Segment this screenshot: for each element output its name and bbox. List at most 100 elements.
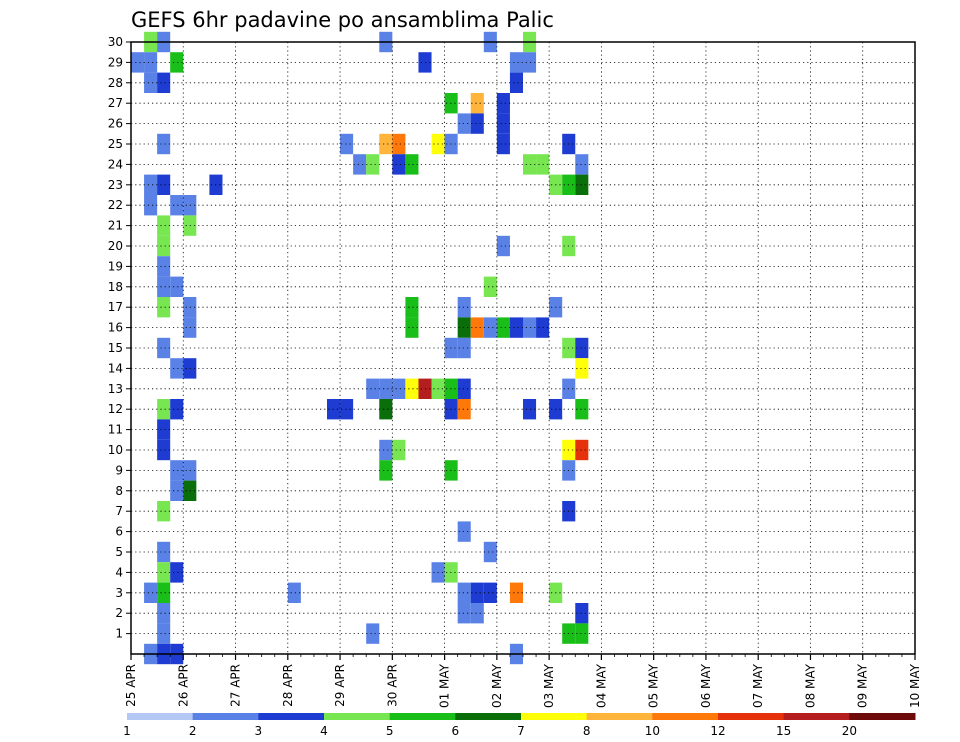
colorbar-swatch [521, 713, 588, 720]
heatmap-cell [457, 399, 471, 420]
heatmap-cell [340, 399, 354, 420]
x-tick-label: 04 MAY [594, 663, 608, 708]
heatmap-cell [496, 317, 510, 338]
heatmap-cell [405, 297, 419, 318]
heatmap-cell [157, 439, 171, 461]
heatmap-cell [157, 276, 171, 297]
heatmap-cell [457, 603, 471, 624]
y-tick-label: 9 [115, 463, 123, 477]
heatmap-cell [366, 623, 380, 644]
heatmap-cell [379, 133, 393, 155]
y-tick-label: 16 [108, 321, 123, 335]
heatmap-cell [457, 521, 471, 542]
heatmap-cell [405, 317, 419, 338]
heatmap-cell [144, 72, 158, 93]
colorbar-swatch [389, 713, 456, 720]
y-tick-label: 5 [115, 545, 123, 559]
heatmap-cell [170, 358, 184, 379]
heatmap-cell [392, 133, 406, 155]
heatmap-cell [575, 399, 589, 420]
x-tick-label: 29 APR [333, 664, 347, 707]
heatmap-cell [523, 317, 537, 338]
colorbar-swatch [586, 713, 653, 720]
heatmap-cell [157, 419, 171, 440]
colorbar-label: 15 [776, 724, 791, 738]
x-tick-label: 25 APR [124, 664, 138, 707]
x-tick-label: 08 MAY [803, 663, 817, 708]
heatmap-cell [575, 154, 589, 175]
heatmap-cell [157, 562, 171, 583]
y-tick-label: 4 [115, 565, 123, 579]
colorbar-swatch [192, 713, 259, 720]
x-tick-label: 02 MAY [490, 663, 504, 708]
y-tick-label: 22 [108, 198, 123, 212]
y-tick-label: 30 [108, 35, 123, 49]
heatmap-cell [509, 317, 523, 338]
x-tick-label: 28 APR [281, 664, 295, 707]
heatmap-cell [496, 93, 510, 114]
y-tick-label: 20 [108, 239, 123, 253]
heatmap-cell [457, 582, 471, 603]
x-tick-label: 03 MAY [542, 663, 556, 708]
heatmap-cell [144, 582, 158, 603]
heatmap-cell [392, 378, 406, 399]
heatmap-cell [157, 582, 171, 603]
y-tick-label: 8 [115, 484, 123, 498]
x-tick-label: 01 MAY [438, 663, 452, 708]
colorbar-label: 1 [123, 724, 131, 738]
heatmap-cell [157, 541, 171, 563]
heatmap-cell [509, 582, 523, 603]
x-tick-label: 30 APR [385, 664, 399, 707]
chart-title: GEFS 6hr padavine po ansamblima Palic [131, 8, 554, 32]
colorbar-swatch [455, 713, 522, 720]
colorbar-label: 20 [842, 724, 857, 738]
heatmap-cell [157, 215, 171, 236]
colorbar-label: 2 [189, 724, 197, 738]
colorbar-label: 7 [517, 724, 525, 738]
heatmap-cell [170, 562, 184, 583]
y-tick-label: 10 [108, 443, 123, 457]
heatmap-cell [496, 113, 510, 134]
colorbar-label: 8 [583, 724, 591, 738]
heatmap-cell [470, 317, 484, 338]
heatmap-cell [157, 235, 171, 257]
heatmap-cell [523, 154, 537, 175]
heatmap-cell [157, 623, 171, 644]
heatmap-cell [170, 480, 184, 501]
colorbar: 1 2 3 4 5 6 7 8 10 12 15 20 [123, 713, 916, 738]
heatmap-cell [170, 276, 184, 297]
heatmap-cell [379, 439, 393, 461]
heatmap-cell [157, 399, 171, 420]
heatmap-cell [170, 460, 184, 481]
colorbar-label: 10 [645, 724, 660, 738]
heatmap-cell [483, 582, 497, 603]
colorbar-swatch [718, 713, 785, 720]
heatmap-cell [170, 195, 184, 216]
grid-lines [131, 42, 915, 654]
heatmap-cell [287, 582, 301, 603]
y-tick-label: 27 [108, 96, 123, 110]
heatmap-cell [575, 439, 589, 461]
y-tick-label: 6 [115, 525, 123, 539]
x-tick-label: 05 MAY [647, 663, 661, 708]
heatmap-cell [157, 174, 171, 195]
heatmap-cell [157, 297, 171, 318]
x-tick-label: 26 APR [176, 664, 190, 707]
heatmap-cell [575, 174, 589, 195]
colorbar-label: 3 [255, 724, 263, 738]
y-tick-label: 15 [108, 341, 123, 355]
y-tick-label: 1 [115, 627, 123, 641]
y-tick-label: 23 [108, 178, 123, 192]
heatmap-cell [523, 52, 537, 73]
heatmap-cell [457, 297, 471, 318]
x-tick-label: 06 MAY [699, 663, 713, 708]
y-tick-label: 21 [108, 219, 123, 233]
heatmap-cell [170, 52, 184, 73]
x-tick-label: 27 APR [229, 664, 243, 707]
y-tick-label: 11 [108, 423, 123, 437]
heatmap-cell [509, 72, 523, 93]
colorbar-swatch [258, 713, 325, 720]
heatmap-cell [157, 133, 171, 155]
x-tick-label: 07 MAY [751, 663, 765, 708]
